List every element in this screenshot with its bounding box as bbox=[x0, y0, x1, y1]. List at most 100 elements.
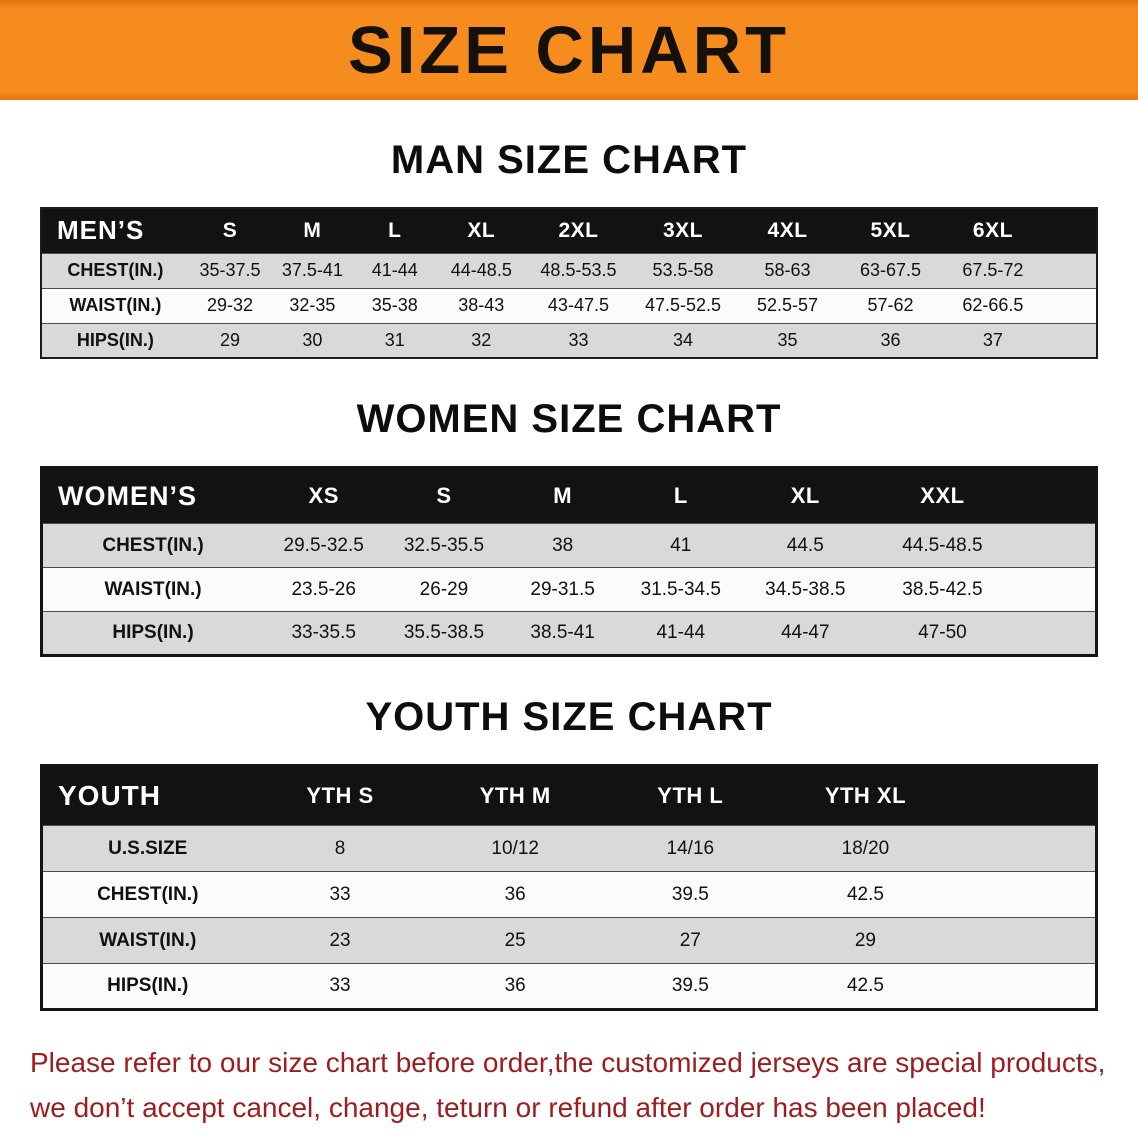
value-cell: 57-62 bbox=[867, 295, 914, 315]
row-label-cell: CHEST(IN.) bbox=[97, 883, 199, 905]
size-header-cell: YTH XL bbox=[824, 783, 907, 808]
size-header-cell: M bbox=[553, 483, 573, 508]
value-cell: 41-44 bbox=[371, 260, 418, 280]
value-cell: 38.5-42.5 bbox=[902, 578, 983, 600]
spacer-cell bbox=[1044, 288, 1097, 323]
notice-line-2: we don’t accept cancel, change, teturn o… bbox=[30, 1091, 986, 1123]
spacer-cell bbox=[1044, 208, 1097, 253]
spacer-cell bbox=[1014, 612, 1096, 656]
row-label-cell: HIPS(IN.) bbox=[112, 622, 194, 643]
value-cell: 23 bbox=[329, 929, 351, 951]
value-cell: 47.5-52.5 bbox=[644, 295, 722, 315]
value-cell: 36 bbox=[504, 883, 526, 905]
row-label-cell: HIPS(IN.) bbox=[107, 975, 189, 996]
measurement-row: HIPS(IN.) 29 30 31 32 33 34 35 36 37 bbox=[41, 323, 1097, 358]
value-cell: 34.5-38.5 bbox=[765, 578, 846, 600]
value-cell: 38.5-41 bbox=[530, 622, 595, 643]
value-cell: 29.5-32.5 bbox=[283, 534, 364, 556]
value-cell: 32-35 bbox=[289, 295, 336, 315]
value-cell: 31.5-34.5 bbox=[640, 578, 721, 600]
measurement-row: CHEST(IN.) 29.5-32.5 32.5-35.5 38 41 44.5 44.5… bbox=[41, 523, 1097, 568]
value-cell: 52.5-57 bbox=[757, 295, 819, 315]
value-cell: 35.5-38.5 bbox=[403, 622, 485, 643]
value-cell: 38-43 bbox=[458, 295, 505, 315]
size-header-cell: M bbox=[303, 218, 322, 242]
notice-line-1: Please refer to our size chart before or… bbox=[30, 1047, 1106, 1078]
value-cell: 26-29 bbox=[419, 578, 469, 600]
size-header-cell: 3XL bbox=[662, 218, 703, 242]
value-cell: 47-50 bbox=[918, 622, 967, 643]
size-header-cell: YTH L bbox=[657, 783, 724, 808]
size-header-cell: 6XL bbox=[972, 218, 1013, 242]
value-cell: 63-67.5 bbox=[859, 260, 922, 280]
value-cell: 18/20 bbox=[841, 837, 890, 859]
value-cell: 38 bbox=[552, 534, 574, 556]
men-size-table: MEN’S S M L XL 2XL 3XL 4XL 5XL 6XL CHEST(IN.) 35-37… bbox=[40, 207, 1098, 359]
value-cell: 44.5-48.5 bbox=[902, 534, 983, 556]
row-label-cell: WAIST(IN.) bbox=[104, 578, 202, 600]
size-header-row: MEN’S S M L XL 2XL 3XL 4XL 5XL 6XL bbox=[41, 208, 1097, 253]
size-header-cell: 4XL bbox=[767, 218, 808, 242]
spacer-cell bbox=[1014, 568, 1096, 612]
value-cell: 37 bbox=[982, 329, 1003, 350]
value-cell: 35-38 bbox=[371, 295, 418, 315]
row-label-cell: WAIST(IN.) bbox=[99, 929, 197, 951]
size-header-cell: YTH S bbox=[306, 783, 374, 808]
value-cell: 42.5 bbox=[846, 883, 884, 905]
value-cell: 33-35.5 bbox=[291, 622, 356, 643]
value-cell: 30 bbox=[302, 329, 323, 350]
value-cell: 8 bbox=[334, 837, 346, 859]
row-label-cell: U.S.SIZE bbox=[108, 837, 188, 859]
men-size-chart-section: MAN SIZE CHART MEN’S S M L XL 2XL 3XL 4XL 5XL 6XL… bbox=[0, 138, 1138, 359]
value-cell: 37.5-41 bbox=[281, 260, 343, 280]
value-cell: 25 bbox=[504, 929, 526, 951]
measurement-row: WAIST(IN.) 29-32 32-35 35-38 38-43 43-47.5 47.… bbox=[41, 288, 1097, 323]
size-header-cell: 2XL bbox=[558, 218, 599, 242]
size-header-cell: L bbox=[673, 483, 688, 508]
footer-notice: Please refer to our size chart before or… bbox=[30, 1041, 1108, 1131]
youth-size-chart-heading: YOUTH SIZE CHART bbox=[365, 695, 773, 739]
value-cell: 32.5-35.5 bbox=[403, 534, 485, 556]
women-size-chart-section: WOMEN SIZE CHART WOMEN’S XS S M L XL XXL CHEST(… bbox=[0, 397, 1138, 657]
spacer-cell bbox=[953, 766, 1097, 826]
value-cell: 35 bbox=[777, 329, 798, 350]
value-cell: 33 bbox=[568, 329, 589, 350]
women-size-table: WOMEN’S XS S M L XL XXL CHEST(IN.) 29.5-32.5 32.5… bbox=[40, 466, 1098, 657]
banner: SIZE CHART bbox=[0, 0, 1138, 100]
value-cell: 41-44 bbox=[656, 622, 706, 643]
women-size-chart-heading: WOMEN SIZE CHART bbox=[356, 397, 782, 441]
measurement-row: U.S.SIZE 8 10/12 14/16 18/20 bbox=[41, 825, 1097, 872]
value-cell: 39.5 bbox=[671, 883, 709, 905]
value-cell: 33 bbox=[329, 975, 351, 996]
size-header-cell: XXL bbox=[920, 483, 965, 508]
row-label-cell: CHEST(IN.) bbox=[67, 260, 164, 280]
measurement-row: WAIST(IN.) 23.5-26 26-29 29-31.5 31.5-34.5 34… bbox=[41, 567, 1097, 612]
size-header-cell: S bbox=[222, 218, 238, 242]
value-cell: 29-31.5 bbox=[530, 578, 595, 600]
value-cell: 36 bbox=[504, 975, 526, 996]
value-cell: 48.5-53.5 bbox=[540, 260, 617, 280]
table-title-cell: WOMEN’S bbox=[58, 480, 197, 511]
size-header-cell: XL bbox=[467, 218, 496, 242]
size-header-cell: XS bbox=[308, 483, 339, 508]
row-label-cell: WAIST(IN.) bbox=[69, 295, 162, 315]
value-cell: 29-32 bbox=[206, 295, 254, 315]
youth-size-chart-section: YOUTH SIZE CHART YOUTH YTH S YTH M YTH L YTH… bbox=[0, 695, 1138, 1011]
spacer-cell bbox=[1014, 468, 1096, 524]
value-cell: 36 bbox=[880, 329, 901, 350]
size-header-cell: YTH M bbox=[479, 783, 551, 808]
size-header-cell: XL bbox=[790, 483, 820, 508]
spacer-cell bbox=[953, 964, 1097, 1010]
value-cell: 14/16 bbox=[666, 837, 715, 859]
value-cell: 44-48.5 bbox=[450, 260, 512, 280]
table-title-cell: MEN’S bbox=[57, 215, 145, 246]
value-cell: 43-47.5 bbox=[547, 295, 609, 315]
value-cell: 62-66.5 bbox=[962, 295, 1024, 315]
spacer-cell bbox=[1044, 253, 1097, 288]
value-cell: 23.5-26 bbox=[291, 578, 356, 600]
spacer-cell bbox=[1044, 323, 1097, 358]
value-cell: 44-47 bbox=[780, 622, 830, 643]
value-cell: 41 bbox=[670, 534, 692, 556]
measurement-row: HIPS(IN.) 33-35.5 35.5-38.5 38.5-41 41-44 44-… bbox=[41, 611, 1097, 656]
measurement-row: HIPS(IN.) 33 36 39.5 42.5 bbox=[41, 963, 1097, 1010]
